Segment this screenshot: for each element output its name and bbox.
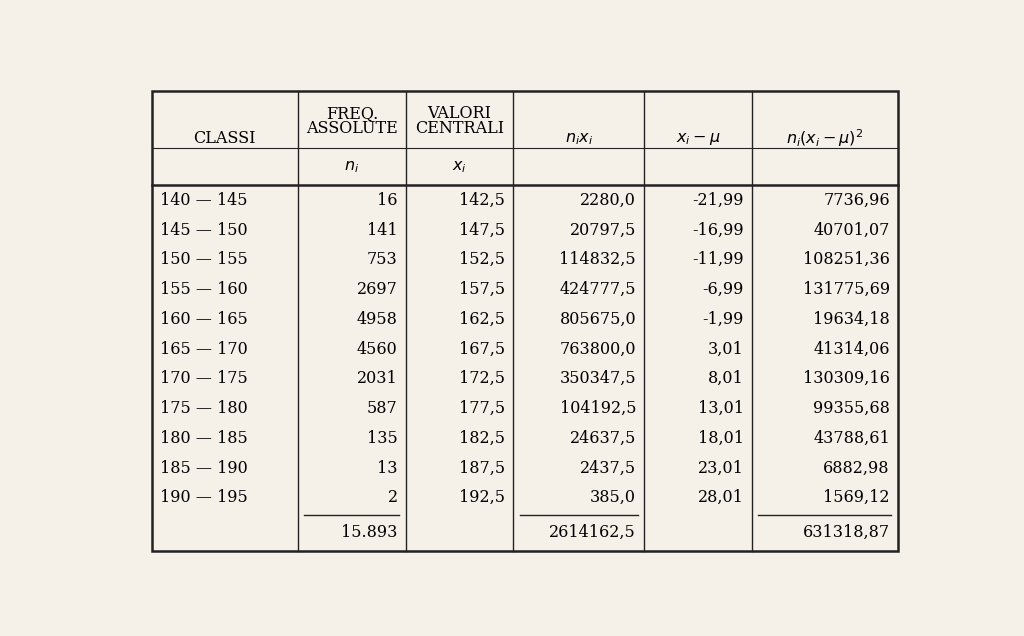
Text: -16,99: -16,99	[692, 221, 743, 238]
Text: 805675,0: 805675,0	[559, 311, 636, 328]
Text: 160 — 165: 160 — 165	[160, 311, 248, 328]
Text: 23,01: 23,01	[698, 460, 743, 476]
Text: 4958: 4958	[356, 311, 397, 328]
Text: 13,01: 13,01	[697, 400, 743, 417]
Text: 3,01: 3,01	[708, 340, 743, 357]
Text: 157,5: 157,5	[459, 281, 505, 298]
Text: FREQ.: FREQ.	[326, 105, 378, 122]
Text: 28,01: 28,01	[698, 489, 743, 506]
Text: 15.893: 15.893	[341, 523, 397, 541]
Text: 140 — 145: 140 — 145	[160, 192, 247, 209]
Text: 6882,98: 6882,98	[823, 460, 890, 476]
Text: 18,01: 18,01	[697, 430, 743, 446]
Text: 167,5: 167,5	[459, 340, 505, 357]
Text: $x_i$: $x_i$	[452, 158, 467, 175]
Text: 19634,18: 19634,18	[813, 311, 890, 328]
Text: 385,0: 385,0	[590, 489, 636, 506]
Text: $n_i(x_i-\mu)^2$: $n_i(x_i-\mu)^2$	[786, 127, 863, 149]
Text: 2: 2	[387, 489, 397, 506]
Text: 763800,0: 763800,0	[559, 340, 636, 357]
Text: 130309,16: 130309,16	[803, 370, 890, 387]
Text: 175 — 180: 175 — 180	[160, 400, 248, 417]
Text: 2697: 2697	[356, 281, 397, 298]
Text: 43788,61: 43788,61	[813, 430, 890, 446]
Text: CENTRALI: CENTRALI	[415, 120, 504, 137]
Text: 7736,96: 7736,96	[823, 192, 890, 209]
Text: 350347,5: 350347,5	[559, 370, 636, 387]
Text: 2280,0: 2280,0	[581, 192, 636, 209]
Text: 135: 135	[367, 430, 397, 446]
Text: 147,5: 147,5	[460, 221, 505, 238]
Text: 145 — 150: 145 — 150	[160, 221, 248, 238]
Text: 190 — 195: 190 — 195	[160, 489, 248, 506]
Text: 131775,69: 131775,69	[803, 281, 890, 298]
Text: 2031: 2031	[357, 370, 397, 387]
Text: $n_i x_i$: $n_i x_i$	[564, 130, 593, 147]
Text: 20797,5: 20797,5	[569, 221, 636, 238]
Text: $x_i-\mu$: $x_i-\mu$	[676, 130, 720, 147]
Text: -21,99: -21,99	[692, 192, 743, 209]
Text: 114832,5: 114832,5	[559, 251, 636, 268]
Text: 108251,36: 108251,36	[803, 251, 890, 268]
Text: 180 — 185: 180 — 185	[160, 430, 248, 446]
Text: 4560: 4560	[357, 340, 397, 357]
Text: 631318,87: 631318,87	[803, 523, 890, 541]
Text: 162,5: 162,5	[460, 311, 505, 328]
Text: $n_i$: $n_i$	[344, 158, 359, 175]
Text: 2614162,5: 2614162,5	[549, 523, 636, 541]
Text: 177,5: 177,5	[459, 400, 505, 417]
Text: 587: 587	[367, 400, 397, 417]
Text: 185 — 190: 185 — 190	[160, 460, 248, 476]
Text: 170 — 175: 170 — 175	[160, 370, 248, 387]
Text: -11,99: -11,99	[692, 251, 743, 268]
Text: 40701,07: 40701,07	[813, 221, 890, 238]
Text: CLASSI: CLASSI	[194, 130, 256, 147]
Text: 142,5: 142,5	[460, 192, 505, 209]
Text: VALORI: VALORI	[427, 105, 492, 122]
Text: 753: 753	[367, 251, 397, 268]
Text: -6,99: -6,99	[702, 281, 743, 298]
Text: 165 — 170: 165 — 170	[160, 340, 248, 357]
Text: 192,5: 192,5	[460, 489, 505, 506]
Text: 150 — 155: 150 — 155	[160, 251, 248, 268]
Text: 141: 141	[367, 221, 397, 238]
Text: 152,5: 152,5	[460, 251, 505, 268]
Text: 99355,68: 99355,68	[813, 400, 890, 417]
Text: ASSOLUTE: ASSOLUTE	[306, 120, 397, 137]
Text: 16: 16	[377, 192, 397, 209]
Text: 1569,12: 1569,12	[823, 489, 890, 506]
Text: 104192,5: 104192,5	[559, 400, 636, 417]
Text: 424777,5: 424777,5	[559, 281, 636, 298]
Text: 182,5: 182,5	[460, 430, 505, 446]
Text: 8,01: 8,01	[708, 370, 743, 387]
Text: 41314,06: 41314,06	[813, 340, 890, 357]
Text: -1,99: -1,99	[702, 311, 743, 328]
Text: 172,5: 172,5	[460, 370, 505, 387]
Text: 13: 13	[377, 460, 397, 476]
Text: 187,5: 187,5	[459, 460, 505, 476]
Text: 24637,5: 24637,5	[569, 430, 636, 446]
Text: 2437,5: 2437,5	[580, 460, 636, 476]
Text: 155 — 160: 155 — 160	[160, 281, 248, 298]
